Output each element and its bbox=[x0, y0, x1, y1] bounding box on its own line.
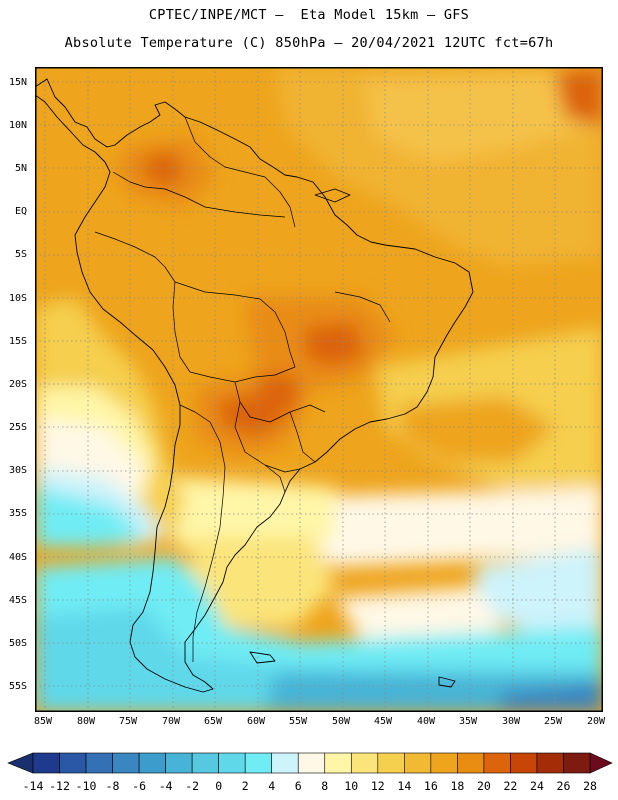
lon-label: 25W bbox=[544, 716, 563, 727]
lat-label: 40S bbox=[9, 552, 28, 563]
legend-value: -14 bbox=[23, 779, 44, 793]
legend-arrow-high bbox=[589, 752, 613, 774]
legend-swatch bbox=[404, 752, 432, 774]
legend-value: 20 bbox=[477, 779, 491, 793]
legend-value: 16 bbox=[424, 779, 438, 793]
lat-label: 15N bbox=[9, 77, 28, 88]
legend-value: 22 bbox=[504, 779, 518, 793]
legend-swatch bbox=[377, 752, 405, 774]
legend-swatch bbox=[271, 752, 299, 774]
map-title-line2: Absolute Temperature (C) 850hPa – 20/04/… bbox=[64, 35, 554, 51]
legend-arrow-low bbox=[7, 752, 34, 774]
country-borders bbox=[94, 116, 391, 662]
lon-label: 85W bbox=[34, 716, 53, 727]
legend-swatch bbox=[483, 752, 511, 774]
legend-value: 18 bbox=[450, 779, 464, 793]
lat-label: EQ bbox=[15, 206, 28, 217]
map-border bbox=[35, 67, 603, 712]
legend-swatch bbox=[218, 752, 246, 774]
map-title-line1: CPTEC/INPE/MCT – Eta Model 15km – GFS bbox=[148, 7, 470, 23]
lat-label: 10S bbox=[9, 293, 28, 304]
lat-label: 30S bbox=[9, 465, 28, 476]
lon-label: 50W bbox=[332, 716, 351, 727]
legend-value: 6 bbox=[295, 779, 302, 793]
legend-swatch bbox=[32, 752, 60, 774]
legend-swatch bbox=[138, 752, 166, 774]
legend-swatch bbox=[85, 752, 113, 774]
legend-swatch bbox=[112, 752, 140, 774]
lat-label: 50S bbox=[9, 638, 28, 649]
legend-value: 28 bbox=[583, 779, 597, 793]
legend-swatch bbox=[191, 752, 219, 774]
legend-swatch bbox=[59, 752, 87, 774]
legend-value: 4 bbox=[268, 779, 275, 793]
lon-label: 55W bbox=[289, 716, 308, 727]
lat-label: 15S bbox=[9, 336, 28, 347]
lon-label: 30W bbox=[502, 716, 521, 727]
legend-swatch bbox=[563, 752, 591, 774]
lon-label: 40W bbox=[417, 716, 436, 727]
lon-label: 60W bbox=[247, 716, 266, 727]
legend-value: -10 bbox=[76, 779, 97, 793]
lat-label: 55S bbox=[9, 681, 28, 692]
lat-label: 5N bbox=[15, 163, 28, 174]
legend-value: 0 bbox=[215, 779, 222, 793]
legend-value: 12 bbox=[371, 779, 385, 793]
legend-swatch bbox=[536, 752, 564, 774]
legend-value: 8 bbox=[321, 779, 328, 793]
lat-label: 45S bbox=[9, 595, 28, 606]
legend-value: -6 bbox=[132, 779, 146, 793]
lon-label: 80W bbox=[77, 716, 96, 727]
legend-swatch bbox=[430, 752, 458, 774]
legend-value: 10 bbox=[344, 779, 358, 793]
lon-label: 65W bbox=[204, 716, 223, 727]
lat-label: 20S bbox=[9, 379, 28, 390]
legend-value: 14 bbox=[397, 779, 411, 793]
legend-value: -12 bbox=[49, 779, 70, 793]
legend-value: 26 bbox=[557, 779, 571, 793]
legend-swatch bbox=[350, 752, 379, 774]
legend-value: -2 bbox=[185, 779, 199, 793]
legend-value: 2 bbox=[242, 779, 249, 793]
lon-label: 35W bbox=[459, 716, 478, 727]
lon-label: 20W bbox=[587, 716, 606, 727]
temperature-field bbox=[35, 67, 603, 712]
lat-label: 5S bbox=[15, 249, 28, 260]
lon-label: 45W bbox=[374, 716, 393, 727]
legend-swatch bbox=[244, 752, 273, 774]
lon-label: 75W bbox=[119, 716, 138, 727]
lat-label: 25S bbox=[9, 422, 28, 433]
legend-swatch bbox=[457, 752, 485, 774]
color-legend: -14 -12 -10 -8 -6 -4 -2 0 2 4 6 8 10 12 14 16 18 20 22 24 26… bbox=[7, 752, 613, 793]
temperature-map bbox=[35, 67, 603, 712]
lat-label: 35S bbox=[9, 508, 28, 519]
legend-value: -8 bbox=[106, 779, 120, 793]
lon-label: 70W bbox=[162, 716, 181, 727]
legend-swatch bbox=[510, 752, 538, 774]
lat-label: 10N bbox=[9, 120, 28, 131]
legend-swatch bbox=[297, 752, 326, 774]
legend-swatch bbox=[165, 752, 193, 774]
legend-value: 24 bbox=[530, 779, 544, 793]
legend-swatch bbox=[324, 752, 352, 774]
graticule bbox=[35, 67, 603, 712]
legend-value: -4 bbox=[159, 779, 173, 793]
